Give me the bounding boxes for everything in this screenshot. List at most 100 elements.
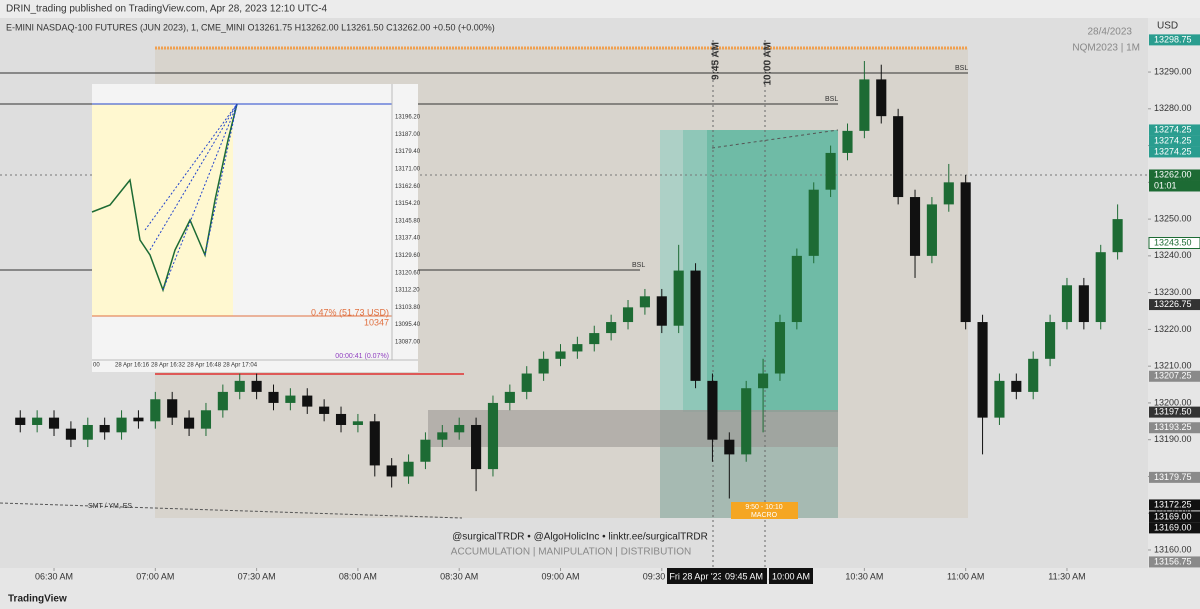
candle-body (707, 380, 718, 440)
price-badge-label: 13172.25 (1154, 499, 1192, 509)
candle-body (200, 410, 212, 429)
y-tick-label: 13200.00 (1154, 397, 1192, 407)
price-badge (1149, 370, 1200, 382)
inset-x-label: 00 (93, 363, 100, 369)
candle-body (994, 380, 1005, 418)
inset-y-label: 13112.20 (395, 288, 420, 294)
inset-y-label: 13087.00 (395, 339, 421, 345)
inset-y-label: 13145.80 (395, 218, 421, 224)
candle-body (1061, 285, 1073, 323)
smt-line (0, 502, 463, 519)
y-tick-label: 13290.00 (1154, 66, 1192, 76)
inset-y-label: 13162.60 (395, 184, 421, 190)
inset-y-label: 13120.60 (395, 270, 421, 276)
candle-body (741, 388, 752, 455)
candle-body (150, 399, 161, 422)
candle-body (960, 182, 971, 323)
y-tick-label: 13220.00 (1154, 324, 1192, 334)
candle-body (758, 373, 769, 389)
inset-y-label: 13154.20 (395, 201, 421, 207)
inset-duration: 00:00:41 (0.07%) (335, 353, 389, 360)
y-tick-label: 13230.00 (1154, 287, 1192, 297)
x-tick-label: 11:00 AM (947, 571, 984, 581)
price-badge-label: 13207.25 (1154, 371, 1192, 381)
candle-body (133, 417, 144, 422)
candle-body (909, 197, 921, 256)
price-badge-label: 13274.25 (1154, 146, 1192, 156)
candle-body (876, 79, 887, 117)
bsl-label: BSL (825, 96, 838, 103)
candle-body (217, 391, 228, 411)
y-tick-label: 13240.00 (1154, 250, 1192, 260)
time-axis (0, 568, 1148, 590)
price-badge (1149, 499, 1200, 511)
crosshair-time: 10:00 AM (772, 571, 810, 581)
price-badge (1149, 406, 1200, 418)
price-badge (1149, 471, 1200, 483)
candle-body (454, 424, 465, 433)
candle-body (808, 189, 819, 256)
candle-body (471, 424, 482, 470)
price-badge-label: 13226.75 (1154, 299, 1192, 309)
inset-fan (144, 103, 238, 291)
axis-labels: 13160.0013170.0013180.0013190.0013200.00… (35, 34, 1200, 581)
price-badge (1149, 299, 1200, 311)
candle-body (48, 417, 60, 429)
phases: ACCUMULATION | MANIPULATION | DISTRIBUTI… (451, 547, 691, 558)
header: DRIN_trading published on TradingView.co… (6, 4, 328, 15)
candle-body (167, 399, 178, 418)
candle-body (690, 270, 701, 381)
inset-y-label: 13137.40 (395, 236, 421, 242)
price-badge (1149, 511, 1200, 523)
countdown: 01:01 (1154, 180, 1177, 190)
inset-labels: 13196.20 13187.00 13179.40 13171.00 13162.60… (93, 115, 421, 369)
date-label: 28/4/2023 (1088, 27, 1133, 38)
x-tick-label: 06:30 AM (35, 571, 73, 581)
candle-body (1112, 219, 1123, 253)
price-badge-label: 13169.00 (1154, 511, 1192, 521)
candle-body (572, 344, 583, 352)
candle-body (1095, 252, 1106, 323)
x-tick-label: 09:00 AM (541, 571, 579, 581)
price-badge (1149, 556, 1200, 568)
candle-body (487, 402, 499, 470)
price-badge-label: 13298.75 (1154, 34, 1192, 44)
price-badge-label: 13193.25 (1154, 422, 1192, 432)
price-badge-label: 13274.25 (1154, 135, 1192, 145)
countdown-badge (1149, 180, 1200, 192)
crosshair-time-box (721, 568, 767, 584)
x-tick-label: 11:30 AM (1048, 571, 1085, 581)
candle-body (673, 270, 684, 326)
candle-body (234, 380, 245, 392)
candle-body (977, 322, 988, 418)
candle-body (656, 296, 667, 326)
inset-price-sketch (91, 103, 238, 293)
candle-body (791, 255, 802, 323)
inset-x-label: 28 Apr 16:48 (187, 363, 222, 369)
candle-body (504, 391, 515, 403)
price-badge-label: 13169.00 (1154, 522, 1192, 532)
x-tick-label: 07:30 AM (238, 571, 276, 581)
x-tick-label: 08:30 AM (440, 571, 478, 581)
bsl-label: BSL (632, 262, 645, 269)
price-badge (1149, 34, 1200, 46)
candle-body (437, 432, 448, 440)
candle-body (1011, 380, 1022, 392)
price-badge-label: 13262.00 (1154, 169, 1192, 179)
candle-body (606, 322, 617, 334)
price-badge-label: 13179.75 (1154, 472, 1192, 482)
vline-label: 10:00 AM (763, 42, 774, 86)
inset-x-label: 28 Apr 16:16 (115, 363, 150, 369)
inset-x-label: 28 Apr 16:32 (151, 363, 186, 369)
vline-label: 9:45 AM (711, 42, 722, 80)
macro-time: 9:50 - 10:10 (745, 504, 782, 511)
x-tick-label: 09:30 AM (643, 571, 681, 581)
x-tick-label: 08:00 AM (339, 571, 377, 581)
inset-range (92, 104, 233, 316)
candle-body (369, 421, 380, 466)
candle-body (15, 417, 26, 425)
candle-body (1028, 358, 1039, 392)
crosshair-time-box (769, 568, 813, 584)
price-badge (1149, 146, 1200, 158)
